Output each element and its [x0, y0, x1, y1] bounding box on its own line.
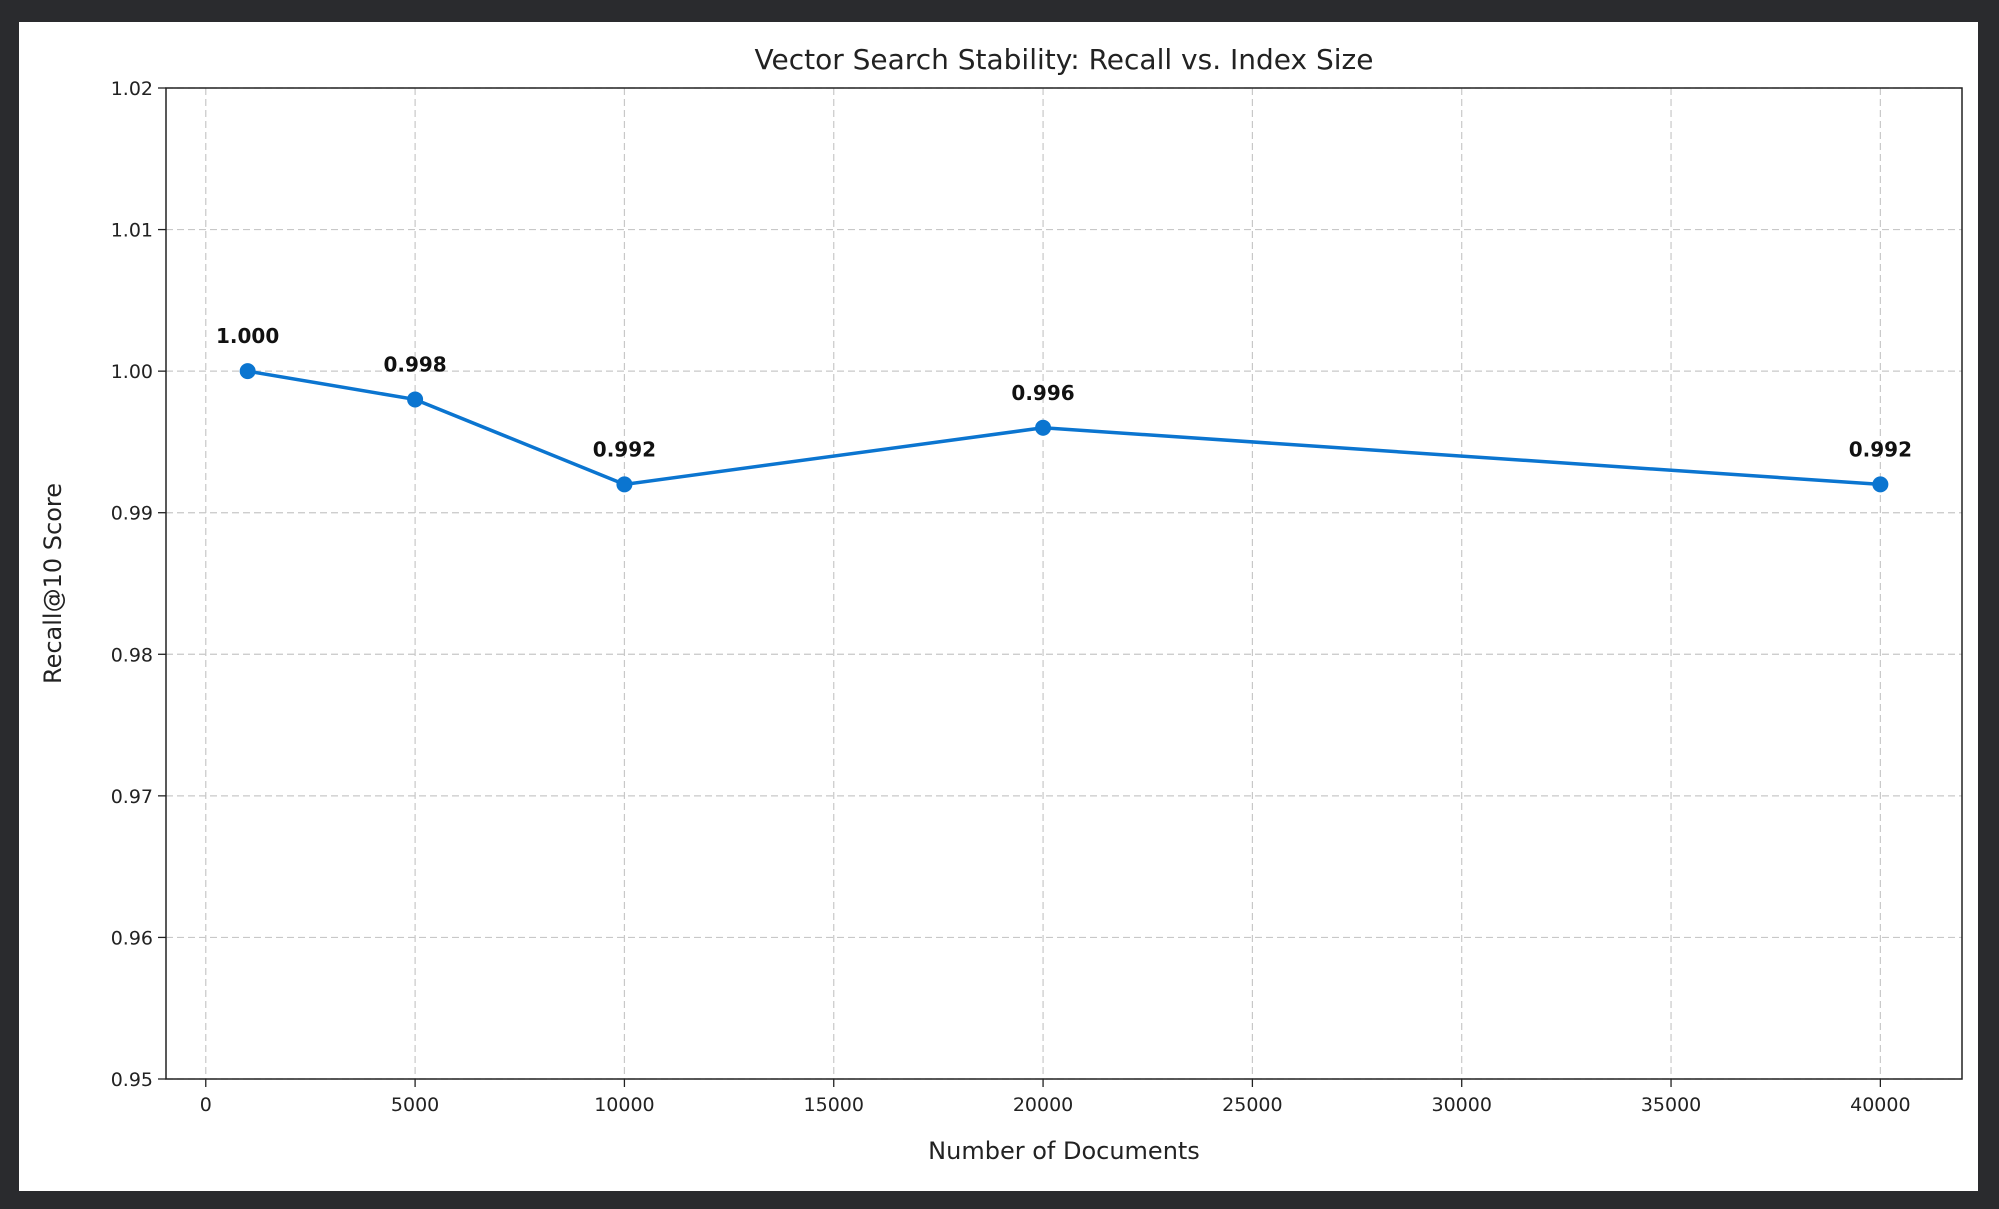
- line-chart: 0 5000 10000 15000 20000 25000 30000 35000 40000…: [39, 43, 1963, 1165]
- grid: [166, 87, 1962, 1080]
- data-label: 0.996: [1011, 381, 1074, 405]
- data-label: 0.992: [1849, 437, 1912, 461]
- y-axis-label: Recall@10 Score: [39, 483, 67, 684]
- x-axis-label: Number of Documents: [928, 1137, 1200, 1165]
- y-tick-label: 1.00: [111, 361, 153, 383]
- chart-panel: 0 5000 10000 15000 20000 25000 30000 35000 40000…: [19, 22, 1978, 1191]
- x-tick-label: 5000: [391, 1094, 439, 1116]
- data-point: [407, 391, 424, 408]
- x-tick-label: 25000: [1222, 1094, 1282, 1116]
- series: 1.000 0.998 0.992 0.996 0.992: [216, 324, 1912, 493]
- x-tick-label: 35000: [1641, 1094, 1701, 1116]
- y-tick-label: 0.98: [111, 644, 153, 666]
- x-tick-label: 10000: [594, 1094, 654, 1116]
- x-tick-label: 20000: [1013, 1094, 1073, 1116]
- x-tick-label: 40000: [1850, 1094, 1910, 1116]
- y-tick-label: 0.96: [111, 927, 153, 949]
- ticks: 0 5000 10000 15000 20000 25000 30000 35000 40000…: [111, 78, 1911, 1116]
- data-label: 0.998: [383, 352, 446, 376]
- x-tick-label: 0: [200, 1094, 212, 1116]
- x-tick-label: 30000: [1431, 1094, 1491, 1116]
- data-point: [616, 476, 633, 493]
- data-label: 0.992: [593, 437, 656, 461]
- y-tick-label: 0.97: [111, 786, 153, 808]
- data-point: [239, 363, 256, 380]
- plot-frame: [165, 87, 1963, 1080]
- y-tick-label: 1.02: [111, 78, 153, 100]
- data-point: [1872, 476, 1889, 493]
- y-tick-label: 0.95: [111, 1069, 153, 1091]
- data-point: [1035, 419, 1052, 436]
- y-tick-label: 0.99: [111, 503, 153, 525]
- y-tick-label: 1.01: [111, 220, 153, 242]
- data-label: 1.000: [216, 324, 279, 348]
- x-tick-label: 15000: [804, 1094, 864, 1116]
- chart-title: Vector Search Stability: Recall vs. Inde…: [755, 43, 1374, 76]
